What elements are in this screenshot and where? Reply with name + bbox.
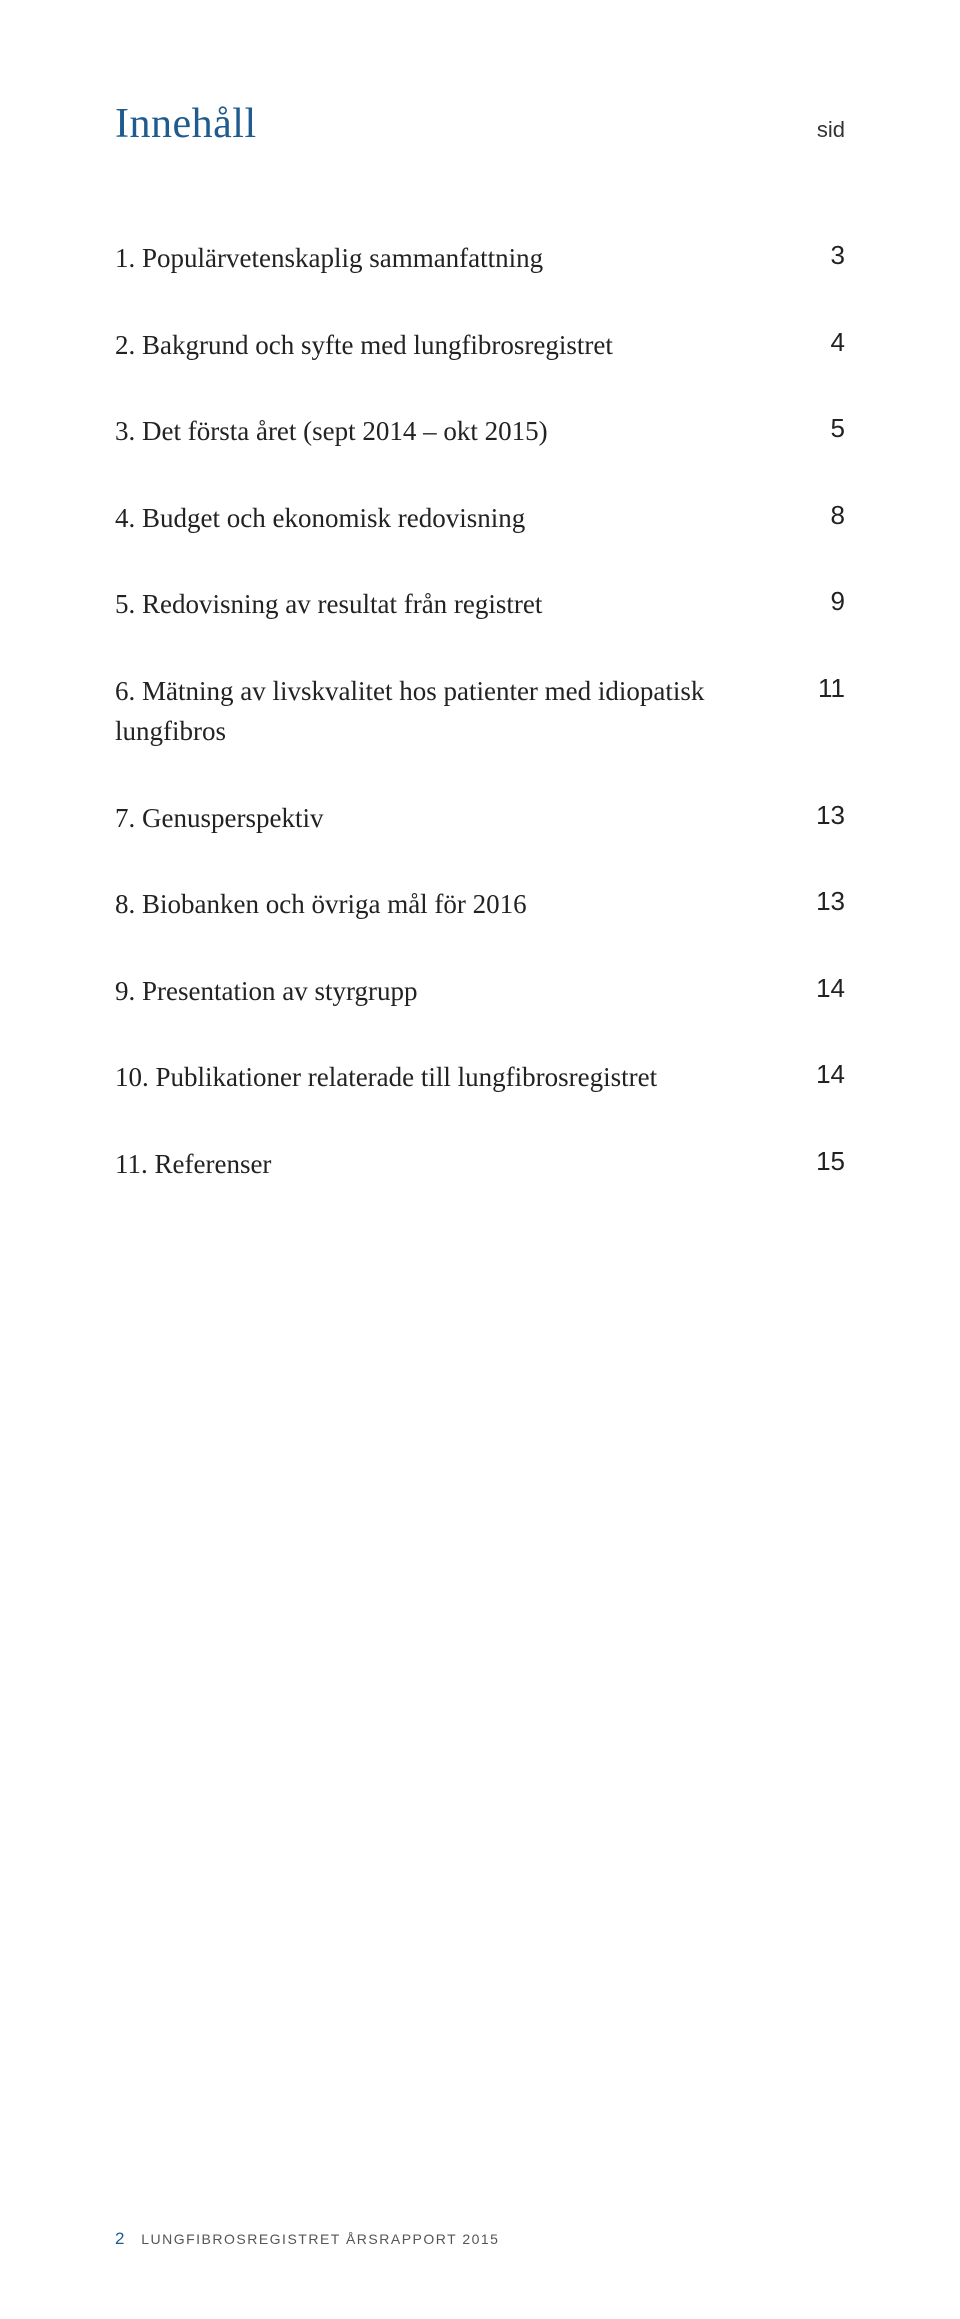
toc-item-label: 8. Biobanken och övriga mål för 2016 xyxy=(115,884,527,925)
toc-item: 7. Genusperspektiv 13 xyxy=(115,798,845,839)
toc-item-number: 7. xyxy=(115,803,135,833)
toc-item-page: 4 xyxy=(831,325,845,358)
toc-item-page: 13 xyxy=(816,884,845,917)
toc-item: 9. Presentation av styrgrupp 14 xyxy=(115,971,845,1012)
toc-item-number: 10. xyxy=(115,1062,149,1092)
toc-item-label: 6. Mätning av livskvalitet hos patienter… xyxy=(115,671,755,752)
toc-item: 3. Det första året (sept 2014 – okt 2015… xyxy=(115,411,845,452)
header-row: Innehåll sid xyxy=(115,100,845,148)
document-page: Innehåll sid 1. Populärvetenskaplig samm… xyxy=(0,0,960,2319)
toc-item-label: 10. Publikationer relaterade till lungfi… xyxy=(115,1057,657,1098)
toc-item-number: 9. xyxy=(115,976,135,1006)
toc-item-number: 3. xyxy=(115,416,135,446)
toc-item-label: 5. Redovisning av resultat från registre… xyxy=(115,584,542,625)
toc-item-page: 9 xyxy=(831,584,845,617)
footer-report-name: LUNGFIBROSREGISTRET ÅRSRAPPORT 2015 xyxy=(141,2231,499,2247)
toc-item: 10. Publikationer relaterade till lungfi… xyxy=(115,1057,845,1098)
toc-item-page: 14 xyxy=(816,971,845,1004)
toc-item-label: 9. Presentation av styrgrupp xyxy=(115,971,417,1012)
page-title: Innehåll xyxy=(115,100,257,148)
toc-item-text: Populärvetenskaplig sammanfattning xyxy=(142,243,543,273)
toc-item-number: 11. xyxy=(115,1149,148,1179)
toc-item-page: 8 xyxy=(831,498,845,531)
toc-item-number: 4. xyxy=(115,503,135,533)
toc-item-number: 2. xyxy=(115,330,135,360)
toc-item-label: 4. Budget och ekonomisk redovisning xyxy=(115,498,525,539)
toc-item-label: 2. Bakgrund och syfte med lungfibrosregi… xyxy=(115,325,613,366)
toc-item-text: Genusperspektiv xyxy=(142,803,323,833)
toc-item-text: Bakgrund och syfte med lungfibrosregistr… xyxy=(142,330,613,360)
toc-item-label: 11. Referenser xyxy=(115,1144,271,1185)
toc-item-number: 1. xyxy=(115,243,135,273)
toc-item-page: 15 xyxy=(816,1144,845,1177)
toc-item-page: 11 xyxy=(818,671,845,704)
toc-item-text: Referenser xyxy=(155,1149,272,1179)
toc-item-number: 6. xyxy=(115,676,135,706)
toc-item-label: 7. Genusperspektiv xyxy=(115,798,323,839)
toc-item: 2. Bakgrund och syfte med lungfibrosregi… xyxy=(115,325,845,366)
page-column-label: sid xyxy=(817,117,845,143)
toc-item-text: Presentation av styrgrupp xyxy=(142,976,417,1006)
toc-item-text: Biobanken och övriga mål för 2016 xyxy=(142,889,527,919)
toc-item-page: 3 xyxy=(831,238,845,271)
toc-item-label: 1. Populärvetenskaplig sammanfattning xyxy=(115,238,543,279)
toc-item-number: 8. xyxy=(115,889,135,919)
page-footer: 2 LUNGFIBROSREGISTRET ÅRSRAPPORT 2015 xyxy=(115,2229,499,2249)
toc-item: 11. Referenser 15 xyxy=(115,1144,845,1185)
toc-item: 8. Biobanken och övriga mål för 2016 13 xyxy=(115,884,845,925)
toc-item-text: Det första året (sept 2014 – okt 2015) xyxy=(142,416,548,446)
toc-item-page: 5 xyxy=(831,411,845,444)
toc-item-page: 13 xyxy=(816,798,845,831)
footer-page-number: 2 xyxy=(115,2229,124,2248)
table-of-contents: 1. Populärvetenskaplig sammanfattning 3 … xyxy=(115,238,845,1184)
toc-item: 1. Populärvetenskaplig sammanfattning 3 xyxy=(115,238,845,279)
toc-item: 5. Redovisning av resultat från registre… xyxy=(115,584,845,625)
toc-item-page: 14 xyxy=(816,1057,845,1090)
toc-item-text: Publikationer relaterade till lungfibros… xyxy=(156,1062,658,1092)
toc-item-text: Redovisning av resultat från registret xyxy=(142,589,542,619)
toc-item-number: 5. xyxy=(115,589,135,619)
toc-item: 4. Budget och ekonomisk redovisning 8 xyxy=(115,498,845,539)
toc-item: 6. Mätning av livskvalitet hos patienter… xyxy=(115,671,845,752)
toc-item-label: 3. Det första året (sept 2014 – okt 2015… xyxy=(115,411,548,452)
toc-item-text: Mätning av livskvalitet hos patienter me… xyxy=(115,676,704,747)
toc-item-text: Budget och ekonomisk redovisning xyxy=(142,503,525,533)
